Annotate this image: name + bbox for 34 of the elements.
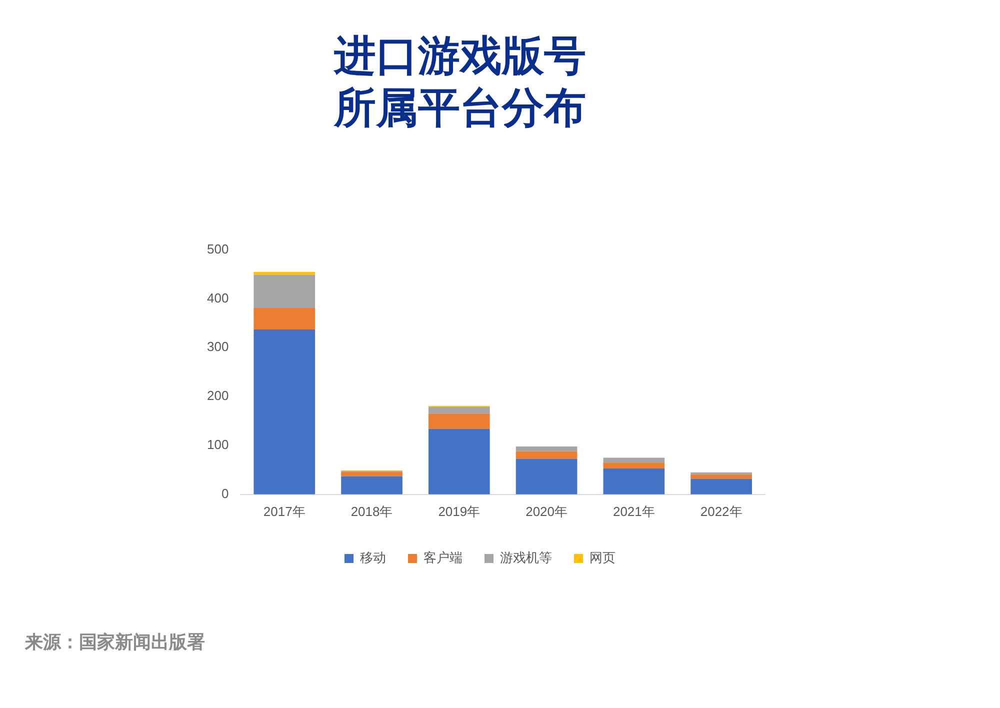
bar (690, 474, 752, 479)
bar (341, 472, 402, 476)
bar (254, 274, 316, 308)
bar (516, 451, 578, 459)
y-tick-label: 200 (206, 388, 229, 404)
bar (254, 330, 316, 494)
legend-label: 客户端 (424, 550, 462, 566)
x-tick-label: 2019年 (438, 504, 480, 519)
x-tick-label: 2021年 (612, 504, 655, 519)
legend-label: 游戏机等 (500, 550, 552, 566)
x-tick-label: 2022年 (700, 504, 742, 519)
bar (428, 406, 490, 414)
bar (428, 414, 490, 429)
bar (603, 458, 665, 463)
y-tick-label: 400 (206, 290, 229, 306)
bar (516, 446, 578, 452)
bar (603, 468, 665, 494)
bar (516, 458, 578, 494)
x-tick-label: 2017年 (263, 504, 306, 519)
y-tick-label: 0 (221, 486, 229, 501)
bar (603, 462, 665, 468)
chart-title: 进口游戏版号所属平台分布 (332, 30, 587, 134)
y-tick-label: 300 (206, 339, 229, 354)
bar (428, 428, 490, 494)
x-tick-label: 2020年 (526, 504, 568, 519)
y-tick-label: 500 (206, 241, 229, 256)
bar (690, 478, 752, 494)
legend-label: 网页 (590, 550, 616, 566)
y-tick-label: 100 (206, 437, 229, 452)
source-note: 来源：国家新闻出版署 (25, 631, 205, 654)
legend-label: 移动 (360, 550, 386, 566)
bar (254, 308, 316, 330)
bar (341, 476, 402, 494)
x-tick-label: 2018年 (350, 504, 393, 519)
